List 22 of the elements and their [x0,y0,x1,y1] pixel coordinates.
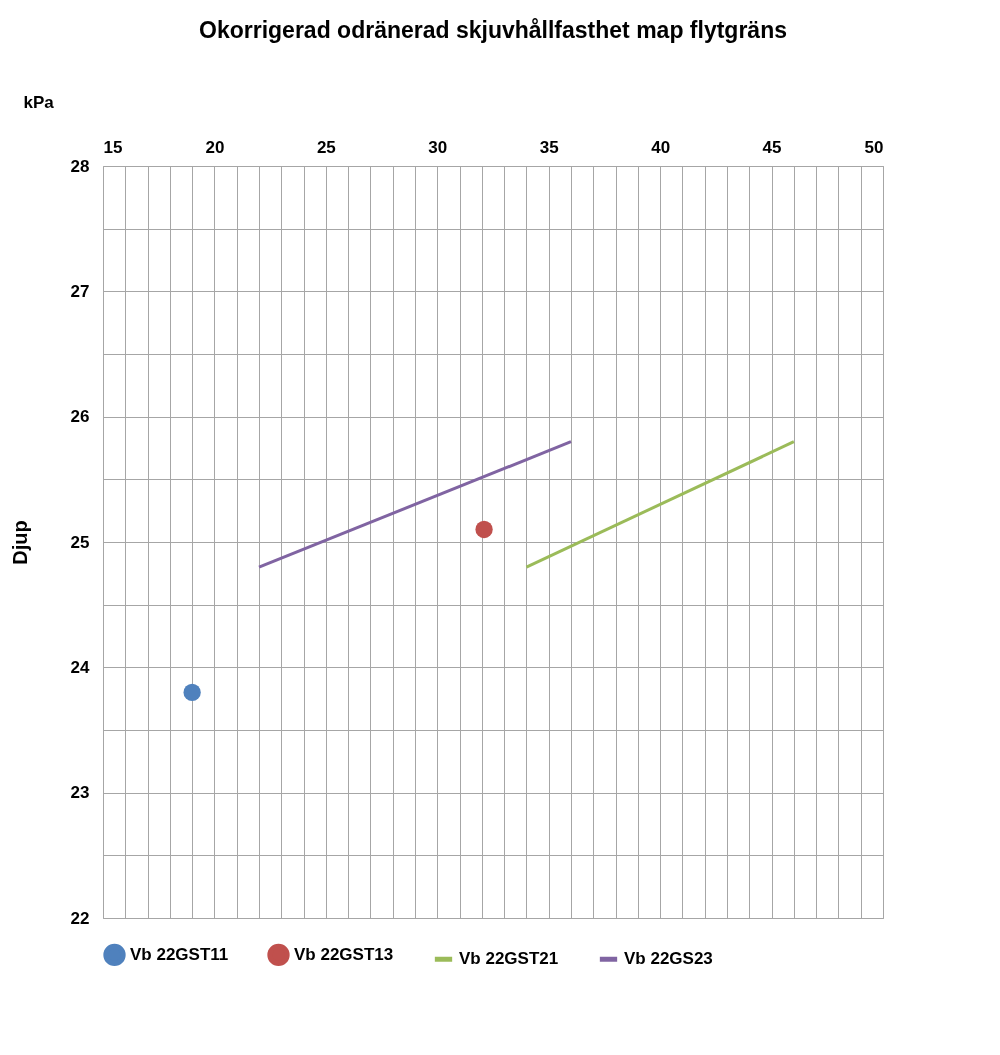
x-tick-label: 50 [864,137,884,157]
x-tick-label: 35 [539,137,559,157]
y-tick-label: 26 [70,407,90,427]
x-tick-label: 40 [651,137,671,157]
y-tick-label: 25 [70,532,90,552]
x-tick-label: 15 [103,137,123,157]
chart-title: Okorrigerad odränerad skjuvhållfasthet map flytgräns [199,17,787,43]
legend-label: Vb 22GST13 [294,944,394,964]
y-axis-title: Djup [8,520,31,565]
x-tick-label: 30 [428,137,448,157]
y-tick-label: 24 [70,657,91,677]
y-tick-label: 28 [70,156,90,176]
legend-label: Vb 22GST11 [130,944,229,964]
x-tick-label: 25 [316,137,336,157]
y-tick-label: 23 [70,783,90,803]
x-tick-label: 20 [205,137,225,157]
x-tick-label: 45 [762,137,782,157]
y-tick-label: 27 [70,281,90,301]
legend-label: Vb 22GS23 [624,949,713,969]
legend-label: Vb 22GST21 [459,949,559,969]
x-axis-title: kPa [23,92,55,112]
y-tick-label: 22 [70,908,90,928]
